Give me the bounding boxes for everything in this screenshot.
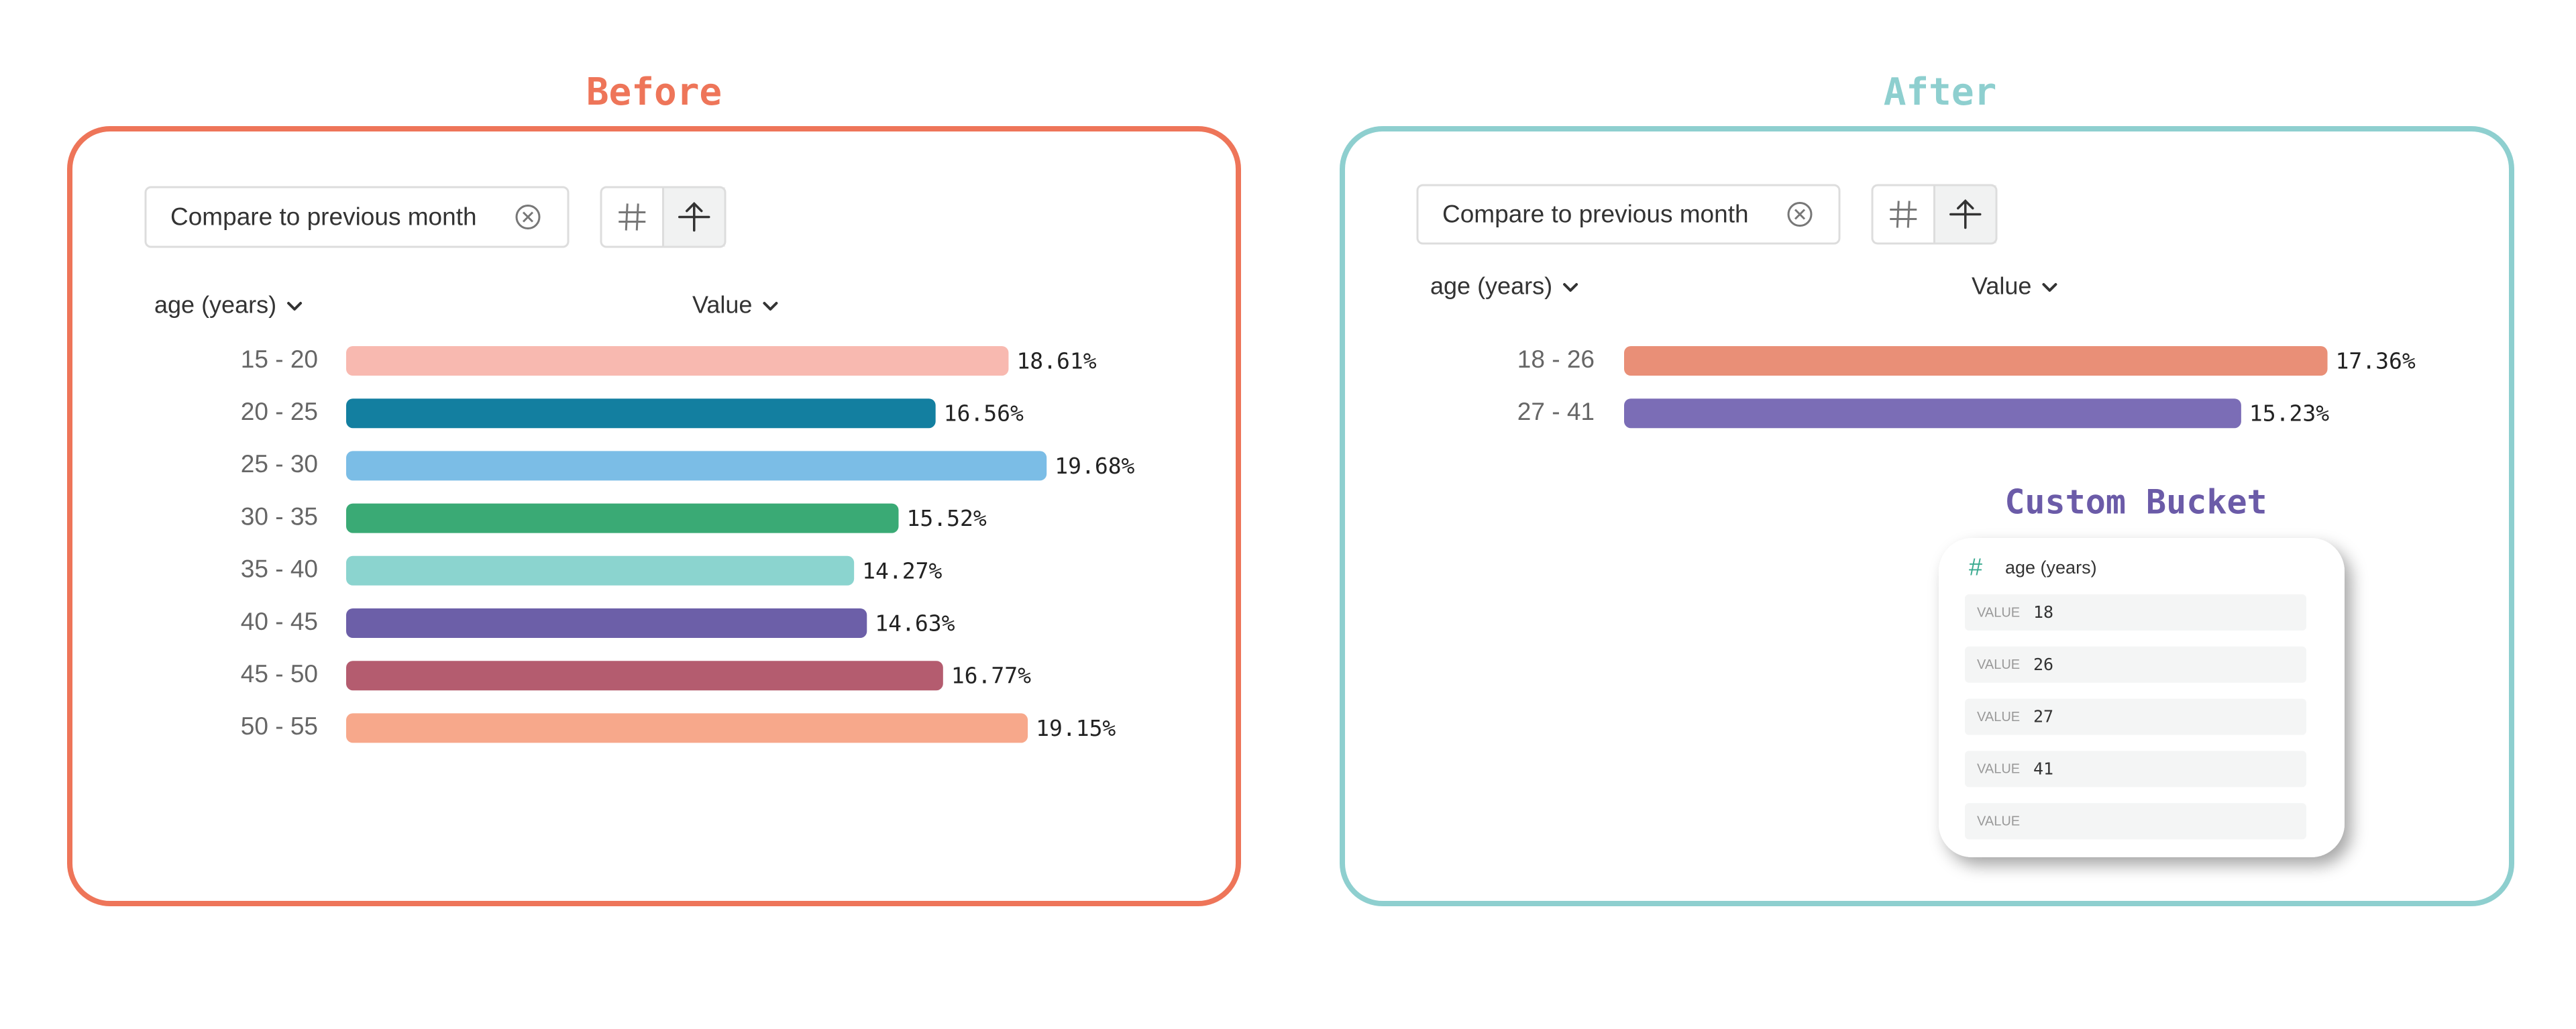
value-label: 15.23% [2249,400,2329,427]
clear-icon[interactable] [1787,202,1813,227]
panel-frame [1340,126,2514,906]
dimension-dropdown[interactable]: age (years) [1430,272,1552,300]
bucket-input-label: VALUE [1977,605,2020,620]
bar [1624,346,2328,376]
bar [1624,398,2241,429]
clear-icon-x [1794,209,1806,220]
bar [346,608,867,638]
chevron-icon [1563,283,1578,292]
bucket-input-value: 26 [2033,655,2053,674]
category-label: 30 - 35 [241,502,318,530]
value-label: 16.56% [944,400,1024,427]
clear-icon[interactable] [515,205,541,229]
category-label: 27 - 41 [1517,398,1595,425]
category-label: 45 - 50 [241,660,318,688]
custom-bucket-title: Custom Bucket [2004,483,2267,522]
bar [346,555,855,586]
bucket-input[interactable] [1965,803,2306,840]
panel-frame [67,126,1241,906]
bucket-input[interactable] [1965,698,2306,735]
bar-view-icon[interactable] [678,202,710,232]
value-label: 19.68% [1055,453,1134,479]
category-label: 35 - 40 [241,555,318,583]
category-label: 50 - 55 [241,712,318,740]
clear-icon-x [522,211,534,223]
bucket-input-label: VALUE [1977,814,2020,828]
value-label: 14.63% [875,610,955,637]
compare-button[interactable] [1416,184,1841,245]
chevron-icon [2042,283,2057,292]
value-label: 18.61% [1016,348,1096,374]
bar [346,713,1028,743]
bucket-input-value: 18 [2033,602,2053,622]
bucket-input[interactable] [1965,646,2306,683]
bucket-input[interactable] [1965,751,2306,788]
panel-title: After [1884,70,1997,114]
hash-icon[interactable] [1890,201,1917,228]
category-label: 40 - 45 [241,608,318,635]
category-label: 15 - 20 [241,345,318,373]
chevron-icon [287,302,303,311]
bucket-input-value: 41 [2033,759,2053,778]
compare-label: Compare to previous month [170,203,477,230]
bar [346,451,1047,481]
category-label: 18 - 26 [1517,345,1595,373]
bucket-input-label: VALUE [1977,762,2020,777]
value-label: 15.52% [906,505,986,531]
category-label: 25 - 30 [241,450,318,478]
dimension-dropdown[interactable]: age (years) [154,291,276,319]
field-hash-icon: # [1969,553,1982,581]
bar-view-icon[interactable] [1949,199,1982,229]
chevron-icon [763,302,778,311]
compare-button[interactable] [144,186,570,248]
bar [346,503,899,533]
value-label: 14.27% [862,557,942,584]
hash-icon[interactable] [619,203,646,231]
bucket-input[interactable] [1965,594,2306,631]
category-label: 20 - 25 [241,398,318,425]
metric-dropdown[interactable]: Value [692,291,752,319]
value-label: 19.15% [1036,715,1116,741]
bar [346,346,1009,376]
panel-title: Before [586,70,722,114]
metric-dropdown[interactable]: Value [1972,272,2031,300]
bucket-input-label: VALUE [1977,710,2020,724]
bucket-input-label: VALUE [1977,657,2020,672]
bar [346,398,936,429]
value-label: 16.77% [951,663,1031,689]
bucket-input-value: 27 [2033,707,2053,726]
compare-label: Compare to previous month [1442,200,1749,227]
field-name: age (years) [2005,557,2097,578]
value-label: 17.36% [2336,348,2416,374]
bar [346,661,943,691]
